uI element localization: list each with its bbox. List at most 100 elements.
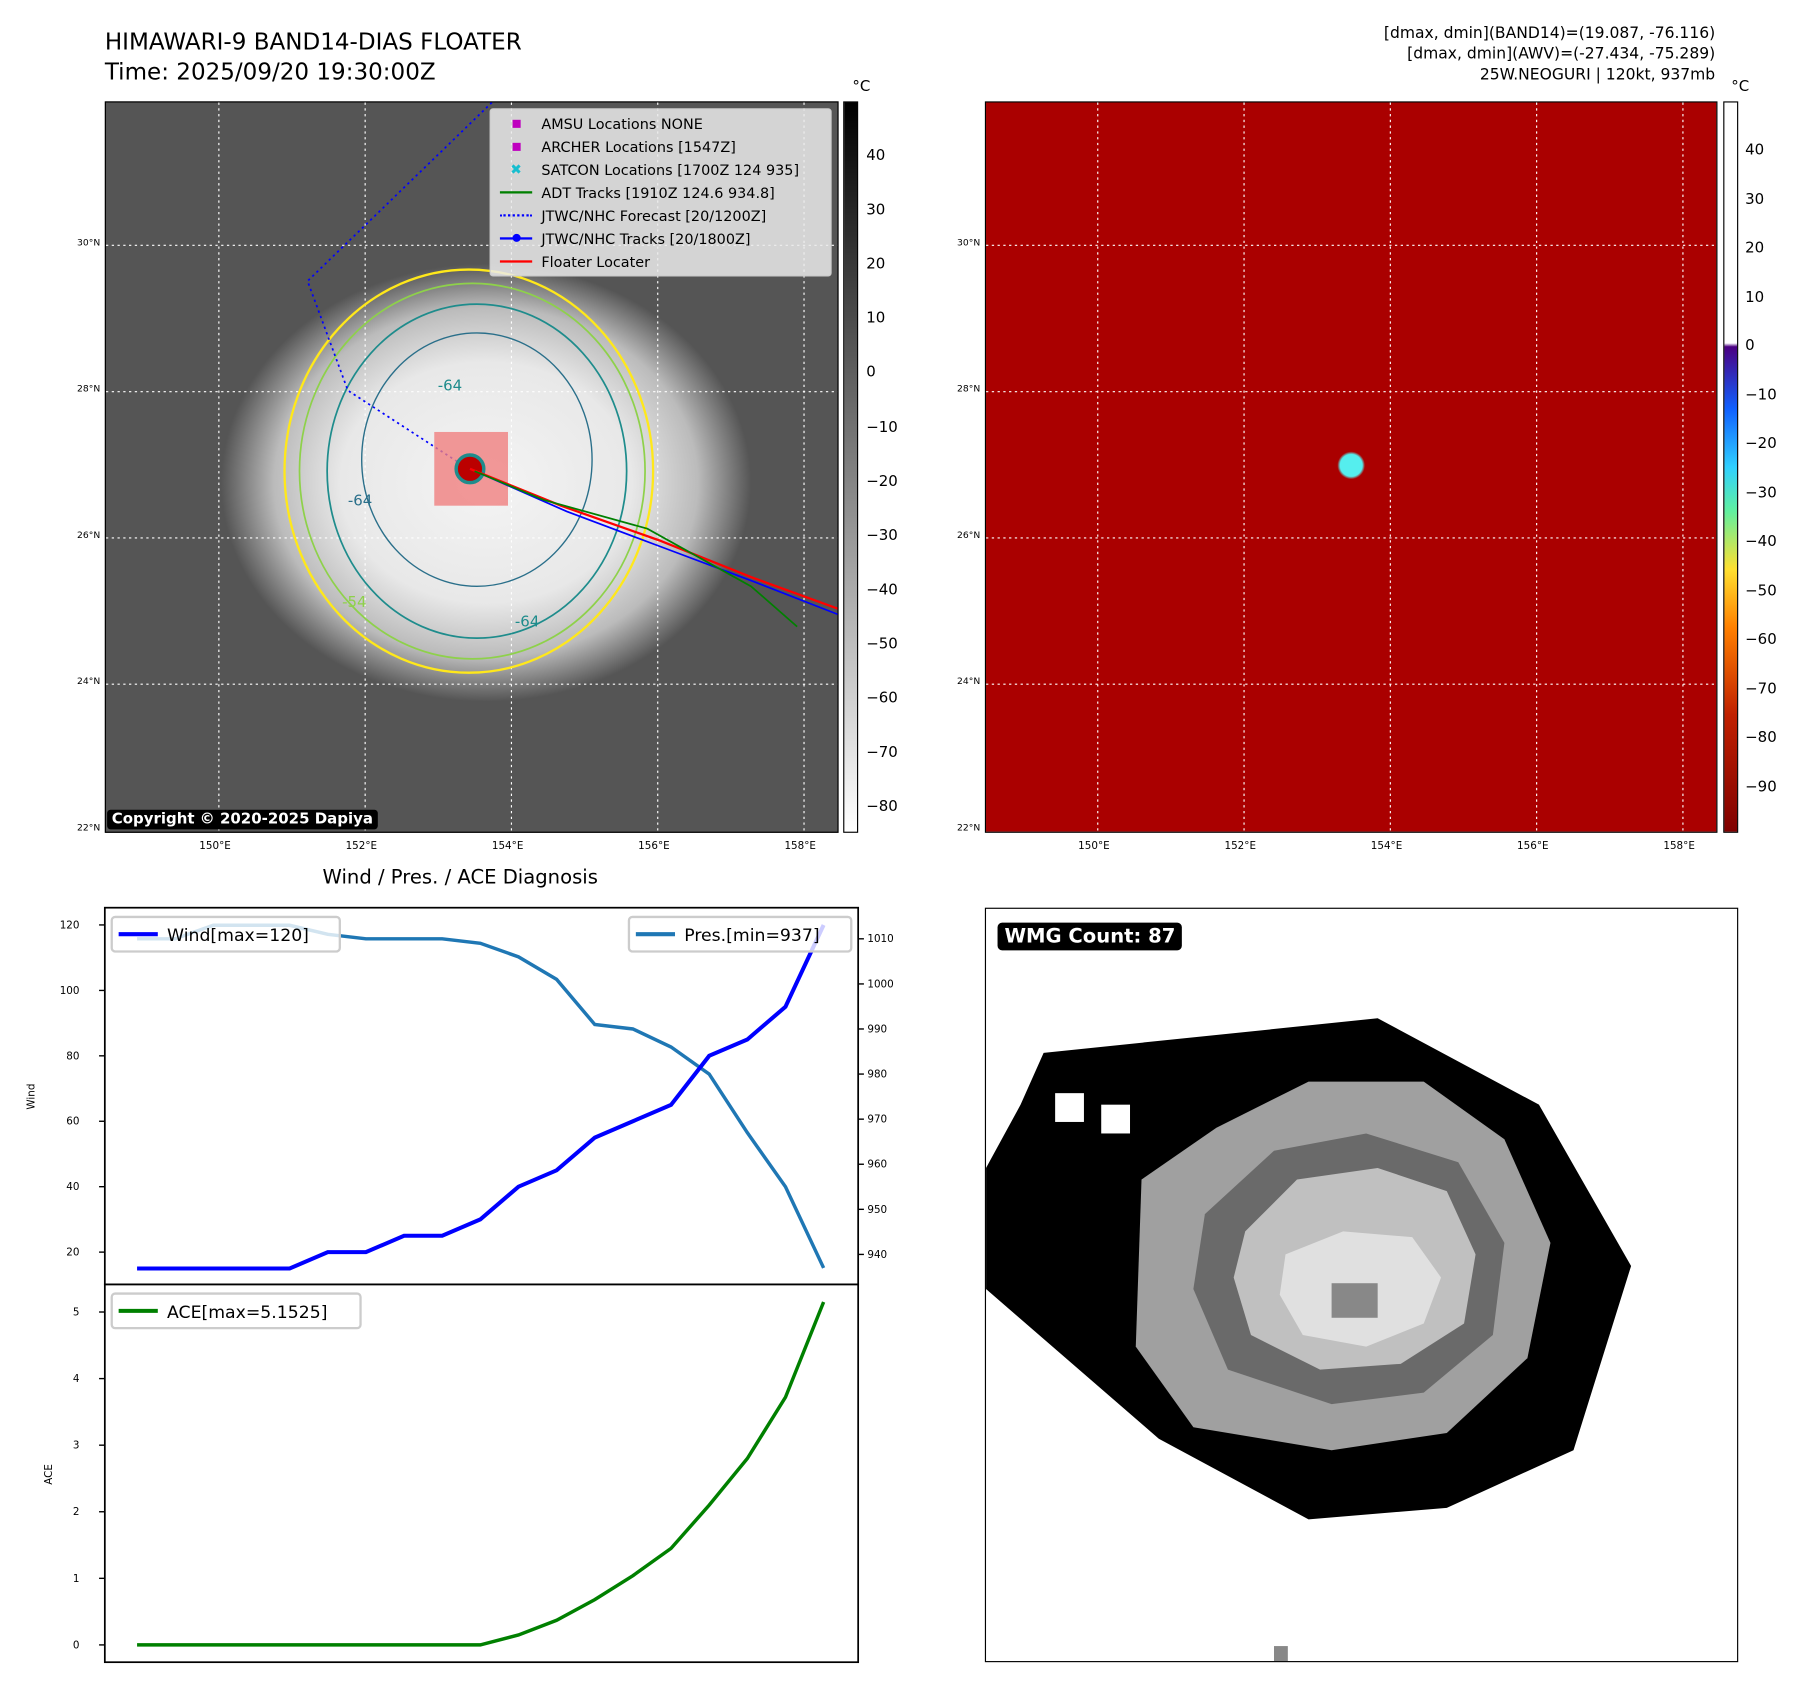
- legend-dotted-icon: [498, 214, 535, 217]
- legend-entry: ✖ SATCON Locations [1700Z 124 935]: [491, 158, 831, 181]
- contour-label: -54: [342, 593, 366, 611]
- pressure-line: [137, 923, 826, 1269]
- jtwc-track: [469, 468, 838, 616]
- lat-tick-label: 22°N: [76, 822, 101, 833]
- legend-label: JTWC/NHC Forecast [20/1200Z]: [541, 206, 767, 225]
- wind-ytick-label: 20: [66, 1247, 79, 1259]
- ir-map-overlay: -64 -64 -54 -64: [105, 102, 838, 832]
- wmg-panel: WMG Count: 87: [984, 907, 1739, 1663]
- pressure-ytick-label: 950: [867, 1204, 887, 1216]
- lon-tick-label: 152°E: [345, 840, 378, 853]
- lat-tick-label: 22°N: [957, 822, 981, 833]
- colorbar-tick-label: −50: [1745, 582, 1777, 600]
- wind-legend: Wind[max=120]: [110, 915, 341, 953]
- colorbar-tick-label: 10: [1745, 288, 1765, 306]
- pressure-legend: Pres.[min=937]: [627, 915, 853, 953]
- lon-tick-label: 158°E: [784, 840, 816, 853]
- ace-ytick-label: 4: [73, 1373, 80, 1385]
- pressure-ytick-label: 990: [867, 1023, 887, 1035]
- floater-locater-line: [469, 467, 838, 610]
- storm-eye: [454, 453, 486, 485]
- legend-line-icon: [498, 260, 535, 263]
- colorbar-tick-label: −20: [866, 472, 898, 491]
- contour-label: -64: [348, 492, 372, 510]
- lon-tick-label: 152°E: [1224, 840, 1257, 853]
- colorbar-tick-label: −30: [1745, 484, 1777, 502]
- colorbar-tick-label: −90: [1745, 778, 1777, 796]
- colorbar-tick-label: 10: [866, 310, 886, 328]
- colorbar-tick-label: 40: [866, 147, 886, 165]
- colorbar-tick-label: −70: [1745, 680, 1777, 698]
- wind-ytick-label: 40: [66, 1181, 79, 1193]
- lon-tick-label: 154°E: [491, 840, 524, 853]
- legend-label: SATCON Locations [1700Z 124 935]: [541, 160, 800, 178]
- pressure-ytick-label: 980: [867, 1069, 887, 1081]
- pressure-legend-label: Pres.[min=937]: [684, 926, 819, 946]
- legend-line-icon: [498, 191, 535, 194]
- ace-legend: ACE[max=5.1525]: [110, 1292, 362, 1330]
- wind-line: [137, 924, 826, 1271]
- lon-tick-label: 156°E: [1517, 840, 1549, 853]
- copyright-badge: Copyright © 2020-2025 Dapiya: [107, 809, 378, 830]
- colorbar-tick-label: 20: [1745, 239, 1765, 257]
- info-storm: 25W.NEOGURI | 120kt, 937mb: [1479, 65, 1716, 85]
- contour-teal: [326, 303, 628, 640]
- ir-colorbar: [843, 101, 859, 833]
- lat-tick-label: 24°N: [76, 676, 101, 687]
- colorbar-tick-label: −10: [866, 418, 898, 436]
- lon-tick-label: 150°E: [199, 840, 231, 853]
- ace-ytick-label: 1: [73, 1573, 80, 1585]
- figure-title: HIMAWARI-9 BAND14-DIAS FLOATER: [104, 27, 522, 56]
- colorbar-tick-label: −40: [866, 581, 898, 599]
- pressure-ytick-label: 940: [867, 1249, 887, 1261]
- awv-map[interactable]: [984, 101, 1718, 833]
- wind-ytick-label: 100: [60, 985, 80, 997]
- contour-green: [298, 282, 646, 660]
- ace-axis-label: ACE: [43, 1464, 55, 1485]
- contour-label: -64: [438, 376, 462, 394]
- legend-entry: AMSU Locations NONE: [491, 112, 831, 135]
- lon-tick-label: 150°E: [1078, 840, 1110, 853]
- info-block: [dmax, dmin](BAND14)=(19.087, -76.116) […: [1384, 23, 1715, 85]
- awv-gridlines: [986, 102, 1717, 832]
- ir-map-legend: AMSU Locations NONE ARCHER Locations [154…: [489, 108, 832, 277]
- ace-ytick-label: 5: [73, 1306, 80, 1318]
- contour-yellow: [283, 268, 655, 674]
- colorbar-tick-label: −60: [866, 689, 898, 708]
- lat-tick-label: 30°N: [957, 237, 981, 248]
- colorbar-tick-label: −80: [1745, 729, 1777, 747]
- ace-ytick-label: 3: [73, 1440, 80, 1452]
- colorbar-tick-label: −60: [1745, 631, 1777, 649]
- jtwc-forecast-track: [306, 102, 493, 467]
- legend-square-icon: [498, 119, 535, 128]
- lat-tick-label: 28°N: [957, 383, 981, 394]
- legend-x-icon: ✖: [510, 161, 522, 178]
- awv-colorbar-unit: °C: [1731, 78, 1750, 96]
- lat-tick-label: 28°N: [76, 383, 101, 394]
- lon-tick-label: 156°E: [638, 840, 670, 853]
- ir-map[interactable]: -64 -64 -54 -64 AMSU Locations NONE ARCHE…: [104, 101, 839, 833]
- colorbar-tick-label: 30: [1745, 190, 1765, 208]
- awv-colorbar: [1723, 101, 1739, 833]
- ace-legend-label: ACE[max=5.1525]: [167, 1303, 327, 1323]
- wind-ytick-label: 60: [66, 1116, 79, 1128]
- colorbar-tick-label: 0: [1745, 337, 1755, 355]
- colorbar-tick-label: −30: [866, 527, 898, 545]
- colorbar-tick-label: −10: [1745, 386, 1777, 404]
- adt-track: [474, 470, 798, 628]
- legend-label: Floater Locater: [541, 252, 651, 271]
- wind-ytick-label: 120: [60, 919, 80, 931]
- legend-label: ARCHER Locations [1547Z]: [541, 137, 736, 155]
- pressure-ytick-label: 1010: [867, 933, 893, 945]
- pressure-ytick-label: 970: [867, 1114, 887, 1126]
- legend-entry: JTWC/NHC Forecast [20/1200Z]: [491, 204, 831, 227]
- diagnosis-title: Wind / Pres. / ACE Diagnosis: [322, 866, 598, 890]
- legend-entry: ADT Tracks [1910Z 124.6 934.8]: [491, 181, 831, 204]
- wind-axis-label: Wind: [26, 1084, 38, 1110]
- info-awv: [dmax, dmin](AWV)=(-27.434, -75.289): [1407, 44, 1716, 64]
- colorbar-tick-label: −20: [1745, 435, 1777, 453]
- legend-label: JTWC/NHC Tracks [20/1800Z]: [541, 229, 751, 248]
- figure-time: Time: 2025/09/20 19:30:00Z: [104, 57, 436, 86]
- colorbar-tick-label: 20: [866, 255, 886, 274]
